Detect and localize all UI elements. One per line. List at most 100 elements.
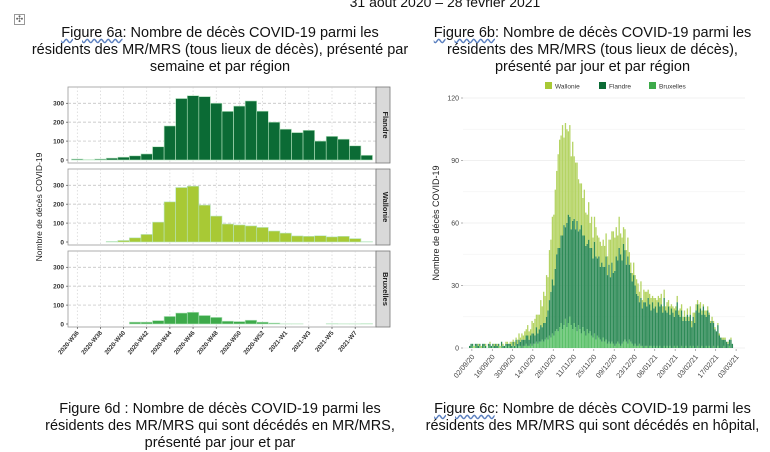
bar-bruxelles xyxy=(543,342,544,348)
x-tick-label: 2020-W36 xyxy=(57,329,81,356)
y-tick-label: 0 xyxy=(60,322,64,329)
bar-wallonie xyxy=(588,202,589,240)
bar xyxy=(187,96,199,160)
bar-wallonie xyxy=(723,338,724,340)
bar-flandre xyxy=(502,346,503,348)
bar-flandre xyxy=(643,302,644,348)
bar-flandre xyxy=(576,221,577,331)
bar-flandre xyxy=(543,323,544,342)
bar-flandre xyxy=(632,281,633,344)
bar-wallonie xyxy=(681,304,682,310)
bar-flandre xyxy=(681,311,682,346)
bar-flandre xyxy=(662,313,663,348)
bar-bruxelles xyxy=(513,346,514,348)
bar xyxy=(210,317,222,324)
bar xyxy=(245,226,257,242)
bar-wallonie xyxy=(571,156,572,229)
bar-flandre xyxy=(571,229,572,325)
move-icon[interactable]: ✣ xyxy=(14,14,25,25)
bar-flandre xyxy=(566,223,567,327)
bar-flandre xyxy=(537,333,538,343)
bar-wallonie xyxy=(520,338,521,342)
bar-wallonie xyxy=(595,227,596,256)
bar-wallonie xyxy=(576,163,577,221)
bar-wallonie xyxy=(513,340,514,342)
legend-item-bruxelles: Bruxelles xyxy=(649,82,686,91)
bar-wallonie xyxy=(579,183,580,229)
bar-flandre xyxy=(652,302,653,348)
bar-wallonie xyxy=(473,346,474,348)
bar-bruxelles xyxy=(669,346,670,348)
bar xyxy=(153,321,165,324)
bar-wallonie xyxy=(652,296,653,302)
bar-wallonie xyxy=(514,342,515,346)
bar-wallonie xyxy=(630,263,631,273)
bar-bruxelles xyxy=(574,323,575,348)
bar-flandre xyxy=(697,304,698,346)
bar-wallonie xyxy=(678,311,679,315)
bar-bruxelles xyxy=(492,346,493,348)
bar-bruxelles xyxy=(565,319,566,348)
bar-flandre xyxy=(568,215,569,323)
bar-wallonie xyxy=(526,329,527,335)
bar-bruxelles xyxy=(607,344,608,348)
bar-bruxelles xyxy=(498,346,499,348)
bar-bruxelles xyxy=(633,346,634,348)
bar-wallonie xyxy=(518,333,519,339)
bar-flandre xyxy=(668,306,669,348)
bar-wallonie xyxy=(703,304,704,306)
bar-bruxelles xyxy=(592,338,593,348)
bar-wallonie xyxy=(572,142,573,221)
bar-flandre xyxy=(624,250,625,340)
bar-wallonie xyxy=(604,246,605,267)
bar-bruxelles xyxy=(546,338,547,348)
bar-wallonie xyxy=(690,306,691,314)
bar-wallonie xyxy=(555,190,556,269)
bar-flandre xyxy=(608,265,609,342)
bar-bruxelles xyxy=(653,346,654,348)
bar-flandre xyxy=(732,344,733,348)
bar-flandre xyxy=(475,344,476,346)
bar-wallonie xyxy=(700,302,701,308)
bar xyxy=(199,315,211,324)
bar-flandre xyxy=(476,344,477,348)
bar-wallonie xyxy=(648,290,649,298)
bar-bruxelles xyxy=(619,344,620,348)
bar-wallonie xyxy=(730,338,731,340)
bar-bruxelles xyxy=(523,346,524,348)
bar-wallonie xyxy=(666,302,667,312)
bar-flandre xyxy=(658,302,659,348)
bar-flandre xyxy=(685,321,686,346)
bar-flandre xyxy=(518,340,519,346)
bar-bruxelles xyxy=(585,336,586,349)
bar-wallonie xyxy=(662,306,663,312)
x-tick-label: 2020-W42 xyxy=(127,329,151,356)
bar-flandre xyxy=(672,313,673,348)
bar-flandre xyxy=(510,344,511,348)
bar xyxy=(153,147,165,160)
bar-bruxelles xyxy=(624,340,625,348)
x-tick-label: 2021-W5 xyxy=(314,329,336,353)
bar-wallonie xyxy=(698,304,699,312)
facet-label: Wallonie xyxy=(381,192,390,223)
legend-swatch xyxy=(545,82,552,89)
bar-wallonie xyxy=(546,275,547,317)
x-tick-label: 2020-W52 xyxy=(242,329,266,356)
bar-bruxelles xyxy=(629,340,630,348)
bar-flandre xyxy=(637,296,638,346)
bar-flandre xyxy=(594,242,595,334)
bar-bruxelles xyxy=(530,344,531,348)
bar-wallonie xyxy=(659,298,660,306)
bar-wallonie xyxy=(672,306,673,312)
bar-bruxelles xyxy=(560,323,561,348)
bar xyxy=(268,122,280,160)
bar-flandre xyxy=(575,229,576,327)
bar-bruxelles xyxy=(534,344,535,348)
bar xyxy=(187,186,199,242)
bar-bruxelles xyxy=(639,344,640,348)
bar-flandre xyxy=(469,346,470,348)
bar-flandre xyxy=(695,311,696,349)
bar-wallonie xyxy=(679,308,680,316)
bar-bruxelles xyxy=(601,342,602,348)
